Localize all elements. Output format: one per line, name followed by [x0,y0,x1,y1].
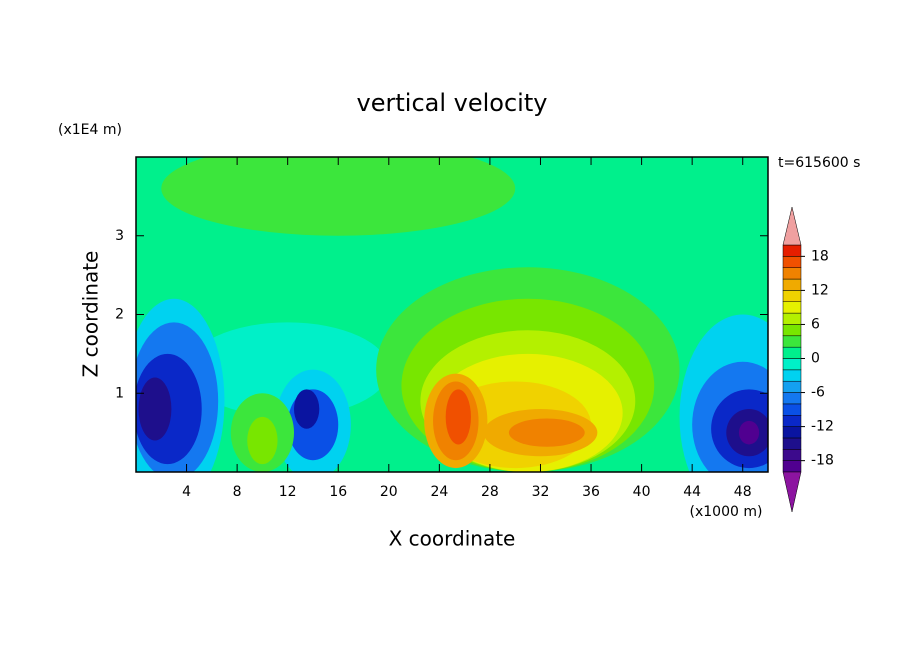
colorbar-band [782,244,802,257]
colorbar-band [782,392,802,405]
x-tick-label: 4 [182,484,191,500]
colorbar-band [782,290,802,302]
y-axis-label: Z coordinate [79,251,103,378]
colorbar-band [782,380,802,393]
y-unit: (x1E4 m) [58,122,122,138]
x-tick-label: 16 [329,484,347,500]
colorbar-band [782,426,802,439]
colorbar-band [782,346,802,359]
x-tick-label: 48 [734,484,752,500]
contour-region [294,389,320,429]
colorbar-under [782,471,802,513]
colorbar-band [782,449,802,461]
colorbar-tick-label: 18 [811,248,829,264]
colorbar-band [782,460,802,473]
colorbar-band [782,324,802,337]
field [136,157,768,472]
contour-region [161,157,516,236]
colorbar-band [782,437,802,450]
contour-region [508,418,585,447]
colorbar-band [782,312,802,325]
colorbar-band [782,358,802,371]
x-tick-label: 32 [532,484,550,500]
contour-region [738,420,760,445]
colorbar-band [782,256,802,268]
x-tick-label: 12 [279,484,297,500]
x-tick-label: 44 [683,484,701,500]
x-unit: (x1000 m) [690,504,763,520]
colorbar-band [782,369,802,382]
y-tick-label: 1 [115,385,124,401]
chart-title: vertical velocity [357,89,548,117]
colorbar-tick-label: -18 [811,453,834,469]
x-tick-label: 28 [481,484,499,500]
colorbar-tick-label: -12 [811,419,834,435]
x-tick-label: 36 [582,484,600,500]
colorbar-over [782,206,802,246]
y-tick-label: 2 [115,307,124,323]
x-tick-label: 8 [233,484,242,500]
colorbar-tick-label: -6 [811,385,825,401]
colorbar-band [782,403,802,416]
contour-region [445,389,471,445]
colorbar-tick-label: 6 [811,316,820,332]
x-tick-label: 24 [430,484,448,500]
colorbar-band [782,415,802,427]
x-axis-label: X coordinate [389,527,516,551]
x-tick-label: 40 [633,484,651,500]
colorbar-band [782,278,802,291]
contour-region [138,377,172,441]
colorbar-band [782,301,802,314]
contour-region [247,416,278,465]
colorbar-tick-label: 12 [811,282,829,298]
colorbar-tick-label: 0 [811,351,820,367]
colorbar-band [782,267,802,280]
y-tick-label: 3 [115,228,124,244]
time-label: t=615600 s [778,155,860,171]
x-tick-label: 20 [380,484,398,500]
colorbar-band [782,335,802,348]
